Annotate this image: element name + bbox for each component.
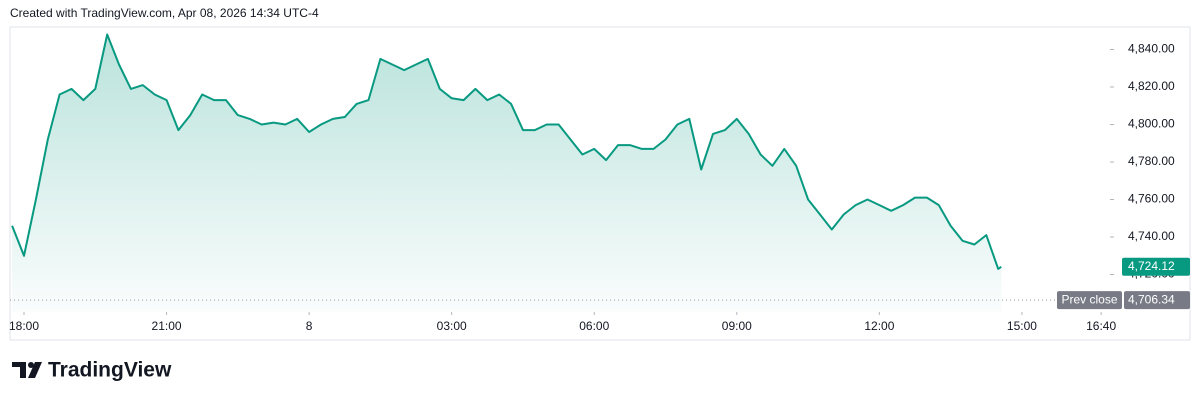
prev-close-name: Prev close: [1061, 292, 1117, 306]
last-price-box: [1122, 257, 1190, 276]
x-tick-label: 18:00: [9, 319, 39, 333]
x-tick-label: 12:00: [864, 319, 894, 333]
prev-close-name-box: [1057, 291, 1122, 310]
x-tick-label: 8: [306, 319, 313, 333]
y-tick-label: 4,780.00: [1128, 154, 1175, 168]
chart-title: Created with TradingView.com, Apr 08, 20…: [10, 6, 319, 20]
prev-close-label: 4,706.34: [1128, 292, 1175, 306]
brand-name: TradingView: [48, 359, 172, 382]
x-tick-label: 03:00: [437, 319, 467, 333]
area-fill: [12, 34, 1002, 312]
x-tick-label: 21:00: [152, 319, 182, 333]
y-tick-label: 4,760.00: [1128, 192, 1175, 206]
y-tick-label: 4,800.00: [1128, 117, 1175, 131]
x-tick-label: 16:40: [1086, 319, 1116, 333]
y-tick-label: 4,820.00: [1128, 79, 1175, 93]
y-tick-label: 4,840.00: [1128, 42, 1175, 56]
x-tick-label: 09:00: [722, 319, 752, 333]
last-price-label: 4,724.12: [1128, 259, 1175, 273]
x-tick-label: 15:00: [1007, 319, 1037, 333]
x-tick-label: 06:00: [579, 319, 609, 333]
brand-logo: [12, 362, 42, 378]
y-tick-label: 4,740.00: [1128, 229, 1175, 243]
price-line: [11, 33, 1002, 270]
prev-close-box: [1124, 291, 1190, 310]
